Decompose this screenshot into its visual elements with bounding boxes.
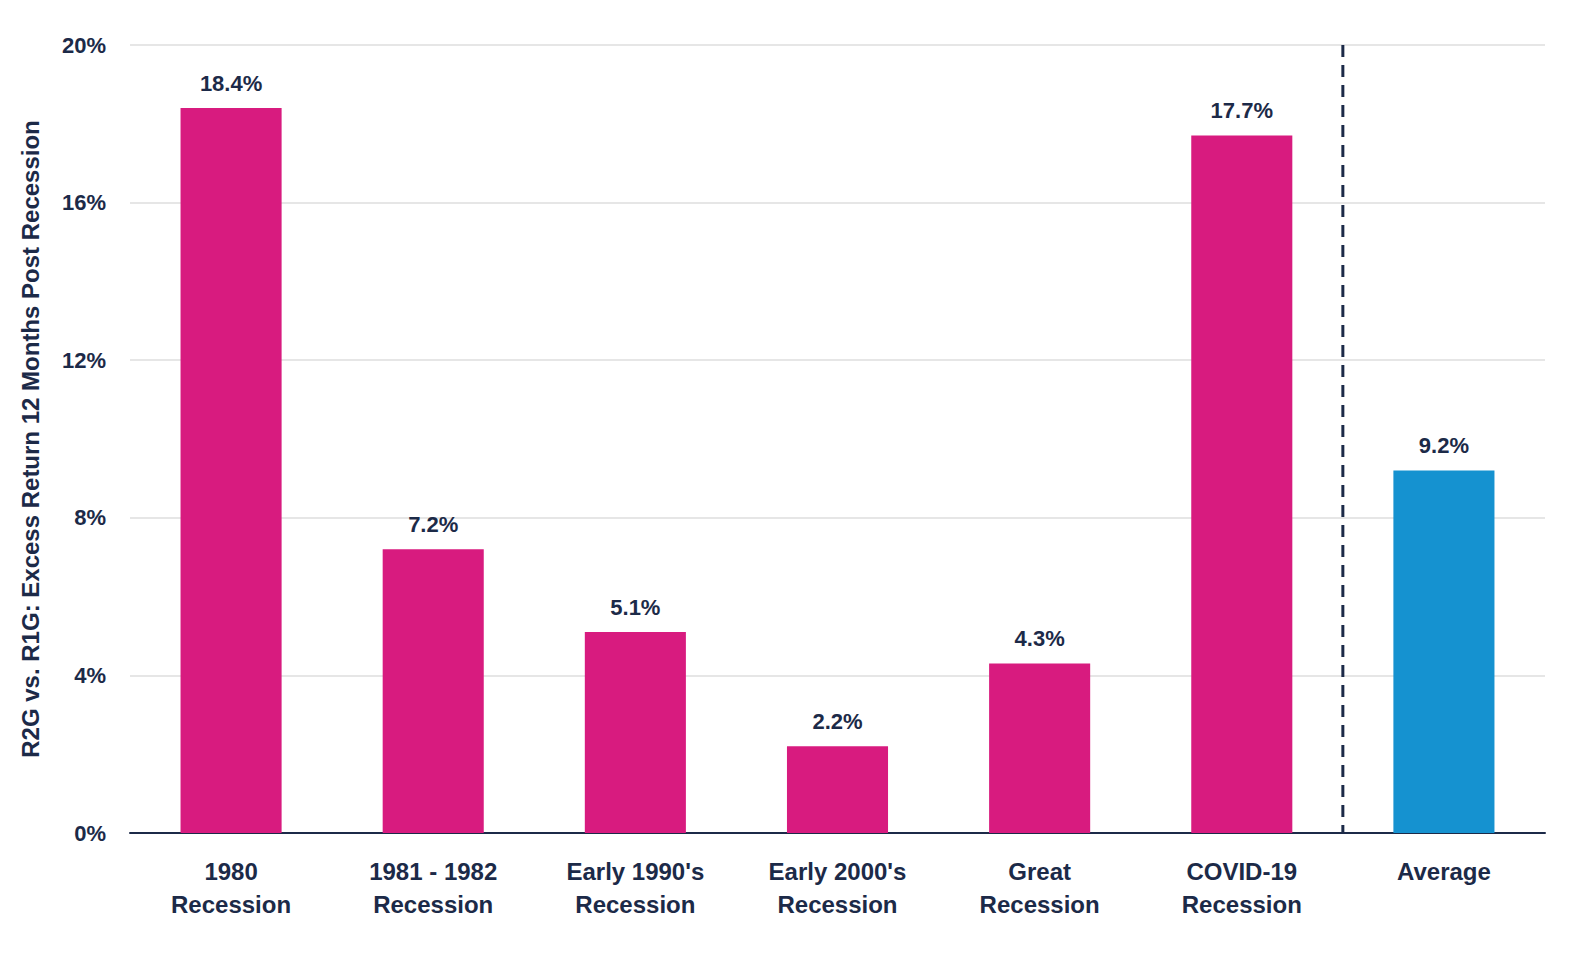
- svg-text:Recession: Recession: [1182, 891, 1302, 918]
- svg-text:4%: 4%: [74, 663, 106, 688]
- svg-text:Recession: Recession: [575, 891, 695, 918]
- svg-text:20%: 20%: [62, 33, 106, 58]
- svg-text:8%: 8%: [74, 505, 106, 530]
- svg-text:2.2%: 2.2%: [812, 709, 862, 734]
- svg-text:R2G vs. R1G: Excess Return 12: R2G vs. R1G: Excess Return 12 Months Pos…: [17, 120, 44, 758]
- svg-text:9.2%: 9.2%: [1419, 433, 1469, 458]
- svg-text:Recession: Recession: [777, 891, 897, 918]
- svg-text:Recession: Recession: [980, 891, 1100, 918]
- svg-text:Early 1990's: Early 1990's: [566, 858, 704, 885]
- svg-text:Recession: Recession: [373, 891, 493, 918]
- svg-text:COVID-19: COVID-19: [1186, 858, 1297, 885]
- svg-text:Average: Average: [1397, 858, 1491, 885]
- svg-text:Early 2000's: Early 2000's: [769, 858, 907, 885]
- svg-text:1980: 1980: [204, 858, 257, 885]
- svg-text:0%: 0%: [74, 821, 106, 846]
- svg-text:16%: 16%: [62, 190, 106, 215]
- svg-text:4.3%: 4.3%: [1015, 626, 1065, 651]
- svg-text:12%: 12%: [62, 348, 106, 373]
- svg-text:17.7%: 17.7%: [1211, 98, 1273, 123]
- svg-text:5.1%: 5.1%: [610, 595, 660, 620]
- svg-text:1981 - 1982: 1981 - 1982: [369, 858, 497, 885]
- svg-text:Recession: Recession: [171, 891, 291, 918]
- svg-text:Great: Great: [1008, 858, 1071, 885]
- svg-text:18.4%: 18.4%: [200, 71, 262, 96]
- svg-text:7.2%: 7.2%: [408, 512, 458, 537]
